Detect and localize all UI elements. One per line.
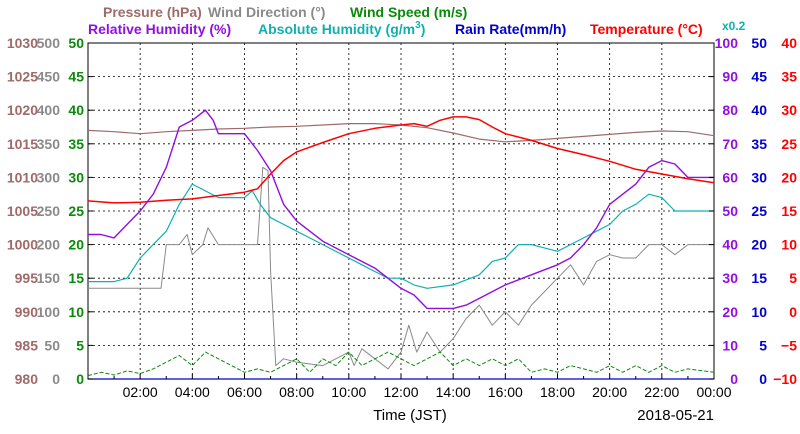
legend-pressure: Pressure (hPa) xyxy=(103,4,202,20)
x-tick-label: 02:00 xyxy=(123,384,158,400)
y-tick-label-temp: 40 xyxy=(781,35,797,51)
y-tick-label-wind_speed: 10 xyxy=(68,304,84,320)
x-tick-label: 00:00 xyxy=(696,384,731,400)
y-tick-label-temp: 35 xyxy=(781,69,797,85)
y-tick-label-rain: 40 xyxy=(751,102,767,118)
x-tick-label: 10:00 xyxy=(331,384,366,400)
y-tick-label-rain: 50 xyxy=(751,35,767,51)
y-tick-label-wind_speed: 5 xyxy=(76,337,84,353)
x-tick-label: 06:00 xyxy=(227,384,262,400)
x-tick-label: 08:00 xyxy=(279,384,314,400)
y-tick-label-wind_dir: 100 xyxy=(37,304,61,320)
y-tick-label-rain: 10 xyxy=(751,304,767,320)
series-line-temp xyxy=(87,116,715,204)
y-tick-label-rain: 30 xyxy=(751,169,767,185)
y-tick-label-pressure: 1000 xyxy=(7,237,38,253)
legend-wind-direction: Wind Direction (°) xyxy=(208,4,325,20)
y-tick-label-pressure: 1010 xyxy=(7,169,38,185)
x-tick-label: 14:00 xyxy=(436,384,471,400)
grid xyxy=(88,43,714,379)
y-tick-label-rain: 35 xyxy=(751,136,767,152)
y-tick-label-wind_dir: 0 xyxy=(52,371,60,387)
y-tick-label-temp: 15 xyxy=(781,203,797,219)
y-tick-label-rain: 0 xyxy=(759,371,767,387)
y-tick-label-wind_speed: 25 xyxy=(68,203,84,219)
y-tick-label-pressure: 1005 xyxy=(7,203,38,219)
y-tick-label-wind_speed: 45 xyxy=(68,69,84,85)
y-tick-label-rh: 90 xyxy=(722,69,738,85)
x-tick-label: 20:00 xyxy=(592,384,627,400)
y-tick-label-wind_speed: 15 xyxy=(68,270,84,286)
y-tick-label-pressure: 1025 xyxy=(7,69,38,85)
y-tick-label-wind_dir: 500 xyxy=(37,35,61,51)
y-tick-label-pressure: 990 xyxy=(15,304,39,320)
y-tick-label-rain: 25 xyxy=(751,203,767,219)
y-tick-label-rain: 20 xyxy=(751,237,767,253)
y-tick-label-pressure: 980 xyxy=(15,371,39,387)
series-line-rh xyxy=(88,109,714,310)
legend-ah-text: Absolute Humidity (g/m xyxy=(258,21,415,37)
y-tick-label-rh: 30 xyxy=(722,270,738,286)
x-tick-label: 16:00 xyxy=(488,384,523,400)
y-tick-label-wind_dir: 450 xyxy=(37,69,61,85)
y-tick-label-pressure: 1015 xyxy=(7,136,38,152)
y-tick-label-rain: 45 xyxy=(751,69,767,85)
y-tick-label-rh: 60 xyxy=(722,169,738,185)
y-tick-label-wind_speed: 40 xyxy=(68,102,84,118)
y-tick-label-rh: 20 xyxy=(722,304,738,320)
y-tick-label-wind_dir: 50 xyxy=(44,337,60,353)
y-tick-label-wind_dir: 350 xyxy=(37,136,61,152)
y-tick-label-temp: 10 xyxy=(781,237,797,253)
y-tick-label-rh: 80 xyxy=(722,102,738,118)
y-tick-label-temp: 20 xyxy=(781,169,797,185)
x-tick-label: 12:00 xyxy=(383,384,418,400)
y-tick-label-wind_dir: 250 xyxy=(37,203,61,219)
date-label: 2018-05-21 xyxy=(637,407,714,424)
axes-group: 02:00 04:00 06:00 08:00 10:00 12:00 14:00 16:00… xyxy=(7,35,797,400)
y-tick-label-temp: 0 xyxy=(789,304,797,320)
y-tick-label-temp: 25 xyxy=(781,136,797,152)
series-line-wind_speed xyxy=(87,351,715,377)
y-tick-label-rh: 40 xyxy=(722,237,738,253)
legend-absolute-humidity: Absolute Humidity (g/m3) xyxy=(258,20,425,37)
y-tick-label-wind_speed: 30 xyxy=(68,169,84,185)
y-tick-label-wind_dir: 400 xyxy=(37,102,61,118)
y-tick-label-pressure: 1020 xyxy=(7,102,38,118)
y-tick-label-rh: 70 xyxy=(722,136,738,152)
y-tick-label-wind_speed: 20 xyxy=(68,237,84,253)
y-tick-label-rh: 50 xyxy=(722,203,738,219)
legend-wind-speed: Wind Speed (m/s) xyxy=(350,4,467,20)
y-tick-label-wind_dir: 150 xyxy=(37,270,61,286)
legend-ah-sup: 3 xyxy=(415,20,421,31)
y-tick-label-pressure: 1030 xyxy=(7,35,38,51)
series-line-wind_dir xyxy=(88,166,714,370)
legend-ah-close: ) xyxy=(421,21,426,37)
y-tick-label-pressure: 985 xyxy=(15,337,39,353)
x-tick-label: 04:00 xyxy=(175,384,210,400)
y-tick-label-wind_dir: 300 xyxy=(37,169,61,185)
y-tick-label-rh: 100 xyxy=(715,35,739,51)
y-tick-label-wind_speed: 50 xyxy=(68,35,84,51)
y-tick-label-rain: 5 xyxy=(759,337,767,353)
y-tick-label-wind_speed: 35 xyxy=(68,136,84,152)
y-tick-label-wind_speed: 0 xyxy=(76,371,84,387)
y-tick-label-wind_dir: 200 xyxy=(37,237,61,253)
legend-x02: x0.2 xyxy=(722,19,746,33)
y-tick-label-temp: −5 xyxy=(781,337,797,353)
legend-temperature: Temperature (°C) xyxy=(590,21,703,37)
legend-relative-humidity: Relative Humidity (%) xyxy=(88,21,231,37)
y-tick-label-rh: 0 xyxy=(730,371,738,387)
legend-rain-rate: Rain Rate(mm/h) xyxy=(455,21,566,37)
y-tick-label-temp: 30 xyxy=(781,102,797,118)
y-tick-label-temp: 5 xyxy=(789,270,797,286)
y-tick-label-temp: −10 xyxy=(773,371,797,387)
y-tick-label-rain: 15 xyxy=(751,270,767,286)
y-tick-label-rh: 10 xyxy=(722,337,738,353)
x-tick-label: 22:00 xyxy=(644,384,679,400)
x-axis-label: Time (JST) xyxy=(373,407,447,424)
y-tick-label-pressure: 995 xyxy=(15,270,39,286)
x-tick-label: 18:00 xyxy=(540,384,575,400)
